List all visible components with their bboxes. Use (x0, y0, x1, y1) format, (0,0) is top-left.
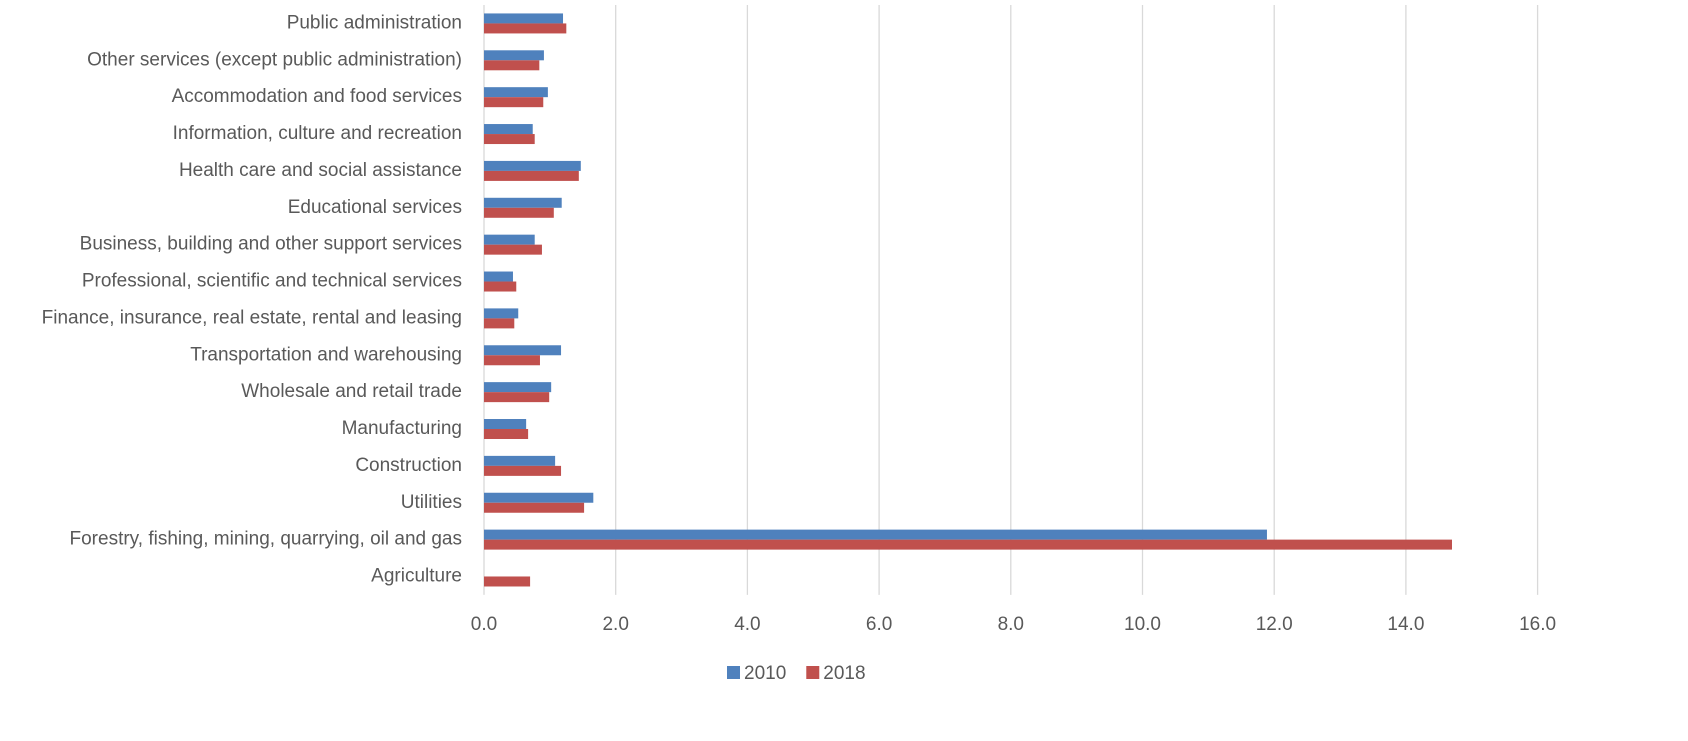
y-tick-label: Educational services (288, 197, 462, 218)
y-tick-label: Business, building and other support ser… (80, 234, 462, 255)
y-tick-label: Construction (355, 455, 462, 476)
bar (484, 134, 535, 145)
y-tick-label: Other services (except public administra… (87, 49, 462, 70)
bar (484, 382, 552, 393)
y-tick-label: Agriculture (371, 566, 462, 587)
bar (484, 97, 544, 108)
bar (484, 465, 562, 476)
y-tick-label: Manufacturing (342, 418, 462, 439)
x-tick-label: 12.0 (1256, 614, 1293, 635)
bar (484, 244, 542, 255)
x-tick-label: 0.0 (471, 614, 497, 635)
bar (484, 539, 1452, 550)
bar (484, 318, 515, 329)
y-tick-label: Finance, insurance, real estate, rental … (42, 307, 462, 328)
x-tick-label: 6.0 (866, 614, 892, 635)
x-tick-label: 10.0 (1124, 614, 1161, 635)
x-tick-label: 4.0 (734, 614, 760, 635)
y-tick-label: Public administration (287, 12, 462, 33)
y-tick-label: Accommodation and food services (172, 86, 462, 107)
bar (484, 207, 554, 218)
y-tick-label: Forestry, fishing, mining, quarrying, oi… (70, 529, 463, 550)
x-tick-label: 14.0 (1387, 614, 1424, 635)
x-tick-label: 16.0 (1519, 614, 1556, 635)
bar (484, 281, 517, 292)
x-tick-label: 2.0 (602, 614, 628, 635)
bar (484, 392, 550, 403)
bar (484, 197, 562, 208)
bar (484, 13, 564, 24)
bar (484, 308, 519, 319)
bar (484, 23, 567, 34)
bar (484, 160, 581, 171)
y-tick-label: Transportation and warehousing (190, 344, 462, 365)
bar (484, 455, 556, 466)
bar (484, 576, 531, 587)
bar (484, 355, 540, 366)
bar (484, 234, 535, 245)
bar (484, 170, 579, 181)
bar (484, 429, 529, 440)
y-tick-label: Professional, scientific and technical s… (82, 271, 462, 292)
y-tick-label: Utilities (401, 492, 462, 513)
legend-label: 2018 (823, 663, 865, 684)
bar (484, 60, 540, 71)
bar (484, 271, 513, 282)
bar (484, 50, 544, 61)
y-tick-label: Health care and social assistance (179, 160, 462, 181)
y-tick-label: Wholesale and retail trade (241, 381, 462, 402)
legend-label: 2010 (744, 663, 786, 684)
bar (484, 345, 562, 356)
legend-swatch (806, 666, 820, 679)
bar (484, 419, 527, 430)
y-tick-label: Information, culture and recreation (173, 123, 462, 144)
legend-swatch (727, 666, 740, 679)
bar (484, 124, 533, 135)
bar (484, 87, 548, 98)
bar (484, 492, 594, 503)
x-tick-label: 8.0 (998, 614, 1024, 635)
bar (484, 529, 1267, 540)
bar (484, 502, 585, 513)
